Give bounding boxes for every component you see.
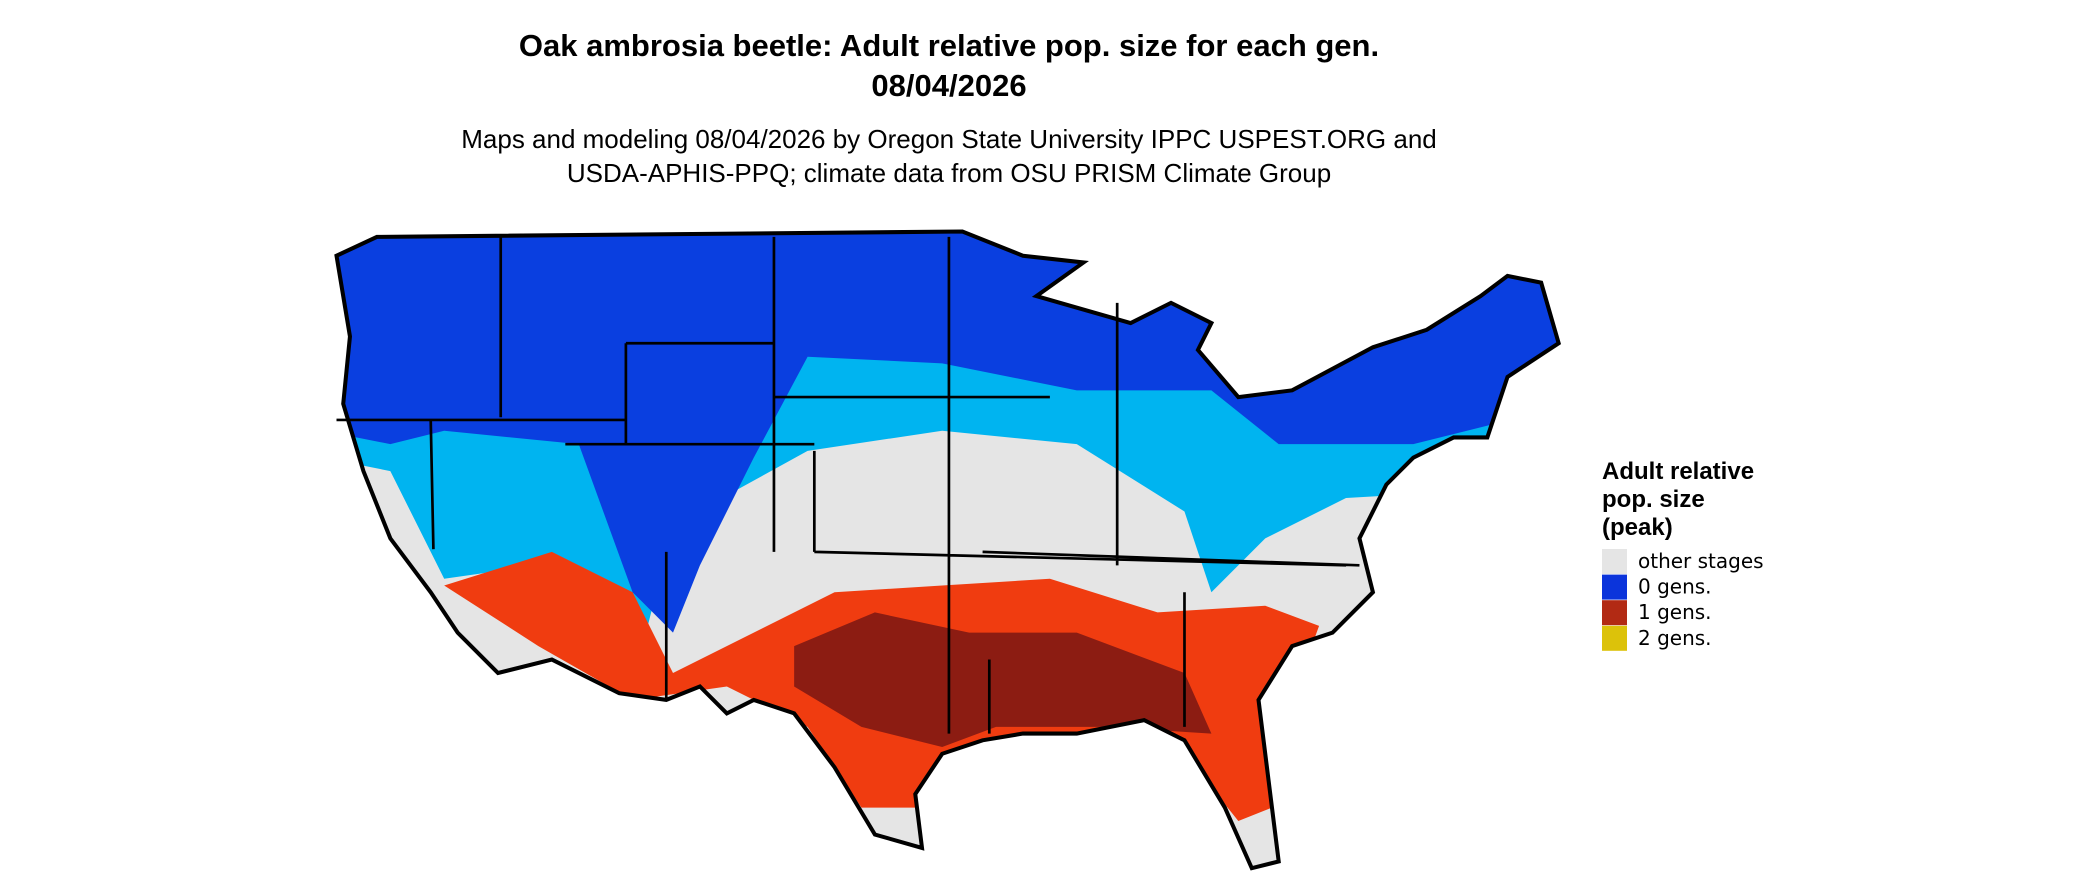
title: 08/04/2026 — [871, 68, 1026, 103]
map — [323, 215, 1575, 888]
state-lines — [336, 236, 1360, 734]
legend-title: pop. size — [1602, 486, 1705, 513]
legend-title: (peak) — [1602, 514, 1673, 541]
state-line — [336, 236, 1360, 734]
legend-label: 2 gens. — [1638, 626, 1712, 650]
legend-swatch — [1602, 600, 1627, 626]
legend-swatch — [1602, 625, 1627, 651]
texts: Oak ambrosia beetle: Adult relative pop.… — [461, 28, 1764, 651]
legend-label: other stages — [1638, 549, 1764, 573]
legend-swatch — [1602, 574, 1627, 600]
legend-label: 0 gens. — [1638, 575, 1712, 599]
subtitle: Maps and modeling 08/04/2026 by Oregon S… — [461, 124, 1437, 154]
title: Oak ambrosia beetle: Adult relative pop.… — [519, 28, 1379, 63]
legend-title: Adult relative — [1602, 458, 1754, 485]
region-dark-red — [794, 612, 1212, 748]
legend-label: 1 gens. — [1638, 600, 1712, 624]
legend-swatch — [1602, 549, 1627, 574]
subtitle: USDA-APHIS-PPQ; climate data from OSU PR… — [567, 158, 1331, 188]
